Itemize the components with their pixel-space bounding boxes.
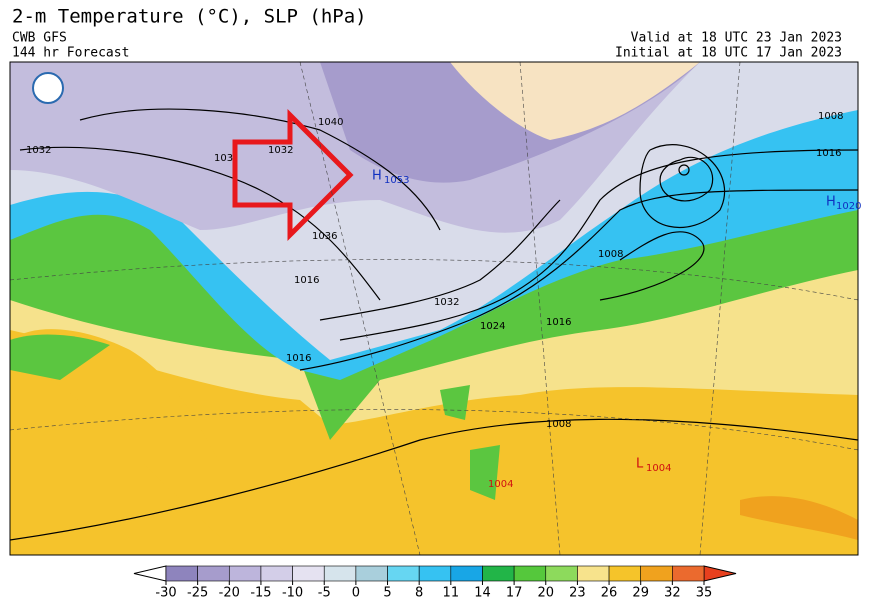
colorbar-label: 5 [383, 586, 391, 601]
colorbar-label: 14 [474, 586, 491, 601]
colorbar-label: 29 [632, 586, 649, 601]
colorbar-swatch [672, 565, 705, 582]
colorbar-label: 11 [443, 586, 460, 601]
isobar-label: 1016 [286, 353, 311, 364]
colorbar-label: 8 [415, 586, 423, 601]
isobar-label: 103 [214, 153, 233, 164]
colorbar-label: 32 [664, 586, 681, 601]
colorbar-label: 17 [506, 586, 523, 601]
colorbar-label: 0 [352, 586, 360, 601]
colorbar-swatch [608, 565, 642, 582]
map: 1040 1032 103 1032 1036 1016 1016 1032 1… [9, 61, 861, 556]
colorbar-label: -5 [318, 586, 331, 601]
initial-time: Initial at 18 UTC 17 Jan 2023 [615, 46, 842, 61]
colorbar-swatch [640, 565, 673, 582]
colorbar-swatch [513, 565, 547, 582]
isobar-label: 1016 [816, 148, 841, 159]
colorbar-label: -25 [187, 586, 208, 601]
colorbar-label: 35 [696, 586, 713, 601]
colorbar: -30 -25 -20 -15 -10 -5 0 5 8 11 14 17 20 23 26 29 32 35 [133, 565, 737, 601]
isobar-label: 1032 [268, 145, 293, 156]
title: 2-m Temperature (°C), SLP (hPa) [12, 6, 367, 28]
colorbar-label: 23 [569, 586, 586, 601]
colorbar-swatch [260, 565, 293, 582]
colorbar-swatch [323, 565, 357, 582]
colorbar-swatch [165, 565, 198, 582]
low-marker: L [636, 457, 644, 472]
valid-time: Valid at 18 UTC 23 Jan 2023 [631, 31, 842, 46]
high-marker: H [372, 169, 382, 184]
isobar-label: 1008 [818, 111, 843, 122]
isobar-label: 1008 [546, 419, 571, 430]
high-value: 1020 [836, 201, 861, 212]
colorbar-label: -15 [250, 586, 271, 601]
high-marker: H [826, 195, 836, 210]
isobar-label: 1016 [294, 275, 319, 286]
colorbar-swatch [482, 565, 515, 582]
colorbar-label: 20 [537, 586, 554, 601]
isobar-label: 1016 [546, 317, 571, 328]
colorbar-label: 26 [601, 586, 618, 601]
colorbar-swatch [387, 565, 420, 582]
colorbar-swatch [418, 565, 452, 582]
colorbar-label: -30 [155, 586, 176, 601]
isobar-label: 1008 [598, 249, 623, 260]
colorbar-label: -20 [219, 586, 240, 601]
isobar-label: 1032 [434, 297, 459, 308]
colorbar-swatch [197, 565, 230, 582]
forecast: 144 hr Forecast [12, 46, 129, 61]
colorbar-swatch [577, 565, 610, 582]
isobar-label: 1024 [480, 321, 505, 332]
model: CWB GFS [12, 31, 67, 46]
colorbar-under [133, 565, 167, 582]
colorbar-swatch [355, 565, 388, 582]
colorbar-label: -10 [282, 586, 303, 601]
colorbar-swatch [450, 565, 483, 582]
isobar-label: 1040 [318, 117, 343, 128]
isobar-label: 1004 [488, 479, 513, 490]
colorbar-swatch [292, 565, 325, 582]
colorbar-swatch [228, 565, 262, 582]
isobar-label: 1036 [312, 231, 337, 242]
low-value: 1004 [646, 463, 671, 474]
isobar-label: 1032 [26, 145, 51, 156]
colorbar-over [703, 565, 737, 582]
colorbar-swatch [545, 565, 578, 582]
high-value: 1053 [384, 175, 409, 186]
